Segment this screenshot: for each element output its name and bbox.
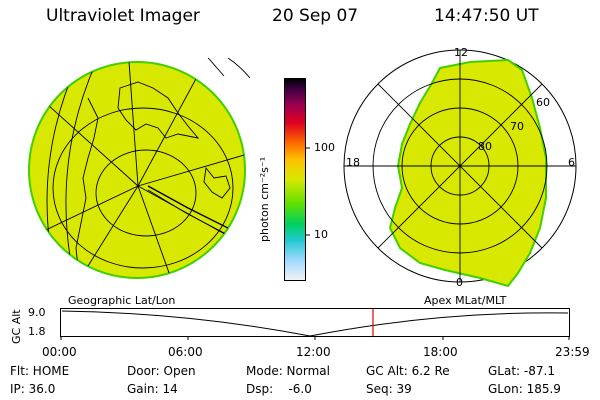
x-tick-2359: 23:59 [555, 345, 590, 359]
altitude-curve [61, 310, 569, 337]
x-tick-1800: 18:00 [423, 345, 458, 359]
coastline [117, 81, 200, 139]
info-flight: Flt: HOME [10, 364, 70, 378]
info-gain: Gain: 14 [127, 382, 178, 396]
date-label: 20 Sep 07 [272, 6, 359, 26]
x-tick-0600: 06:00 [168, 345, 203, 359]
meridian [67, 185, 139, 278]
timeline-frame [60, 308, 570, 337]
right-projection-label: Apex MLat/MLT [424, 294, 507, 307]
geographic-image [28, 58, 250, 279]
mlt-label-18: 18 [346, 156, 360, 169]
mlt-label-0: 0 [456, 276, 463, 289]
timeline-y-tick-top: 9.0 [28, 306, 46, 319]
timeline-y-tick-bottom: 1.8 [28, 325, 46, 338]
polar-plot [343, 49, 577, 288]
left-projection-label: Geographic Lat/Lon [68, 294, 176, 307]
info-mode: Mode: Normal [246, 364, 330, 378]
colorbar [284, 78, 310, 281]
lat-label-60: 60 [536, 96, 550, 109]
mlt-diagonal [377, 83, 543, 249]
lat-circle [52, 107, 234, 269]
coastline [203, 166, 231, 199]
colorbar-tick-10: 10 [314, 228, 328, 241]
x-tick-1200: 12:00 [296, 345, 331, 359]
meridian-extension [207, 58, 225, 77]
colorbar-gradient [284, 78, 306, 281]
lat-label-80: 80 [478, 140, 492, 153]
instrument-title: Ultraviolet Imager [46, 6, 200, 26]
colorbar-unit-label: photon cm⁻²s⁻¹ [258, 156, 271, 242]
meridian [137, 147, 245, 187]
x-tick-0000: 00:00 [42, 345, 77, 359]
info-ip: IP: 36.0 [10, 382, 56, 396]
info-seq: Seq: 39 [366, 382, 412, 396]
info-dsp: Dsp: -6.0 [246, 382, 312, 396]
info-gc-alt: GC Alt: 6.2 Re [366, 364, 450, 378]
mlt-label-6: 6 [568, 156, 575, 169]
time-label: 14:47:50 UT [434, 6, 539, 26]
lat-circle [95, 149, 197, 237]
info-glon: GLon: 185.9 [488, 382, 561, 396]
colorbar-tick-100: 100 [314, 141, 335, 154]
meridian [137, 185, 179, 278]
lat-label-70: 70 [510, 120, 524, 133]
info-glat: GLat: -87.1 [488, 364, 555, 378]
coastline [75, 97, 99, 269]
latitude-extension [227, 58, 250, 79]
meridian [127, 62, 139, 187]
timeline-plot [60, 308, 570, 340]
info-door: Door: Open [127, 364, 196, 378]
mlt-label-12: 12 [454, 46, 468, 59]
timeline-axis-title: GC Alt [10, 309, 23, 344]
